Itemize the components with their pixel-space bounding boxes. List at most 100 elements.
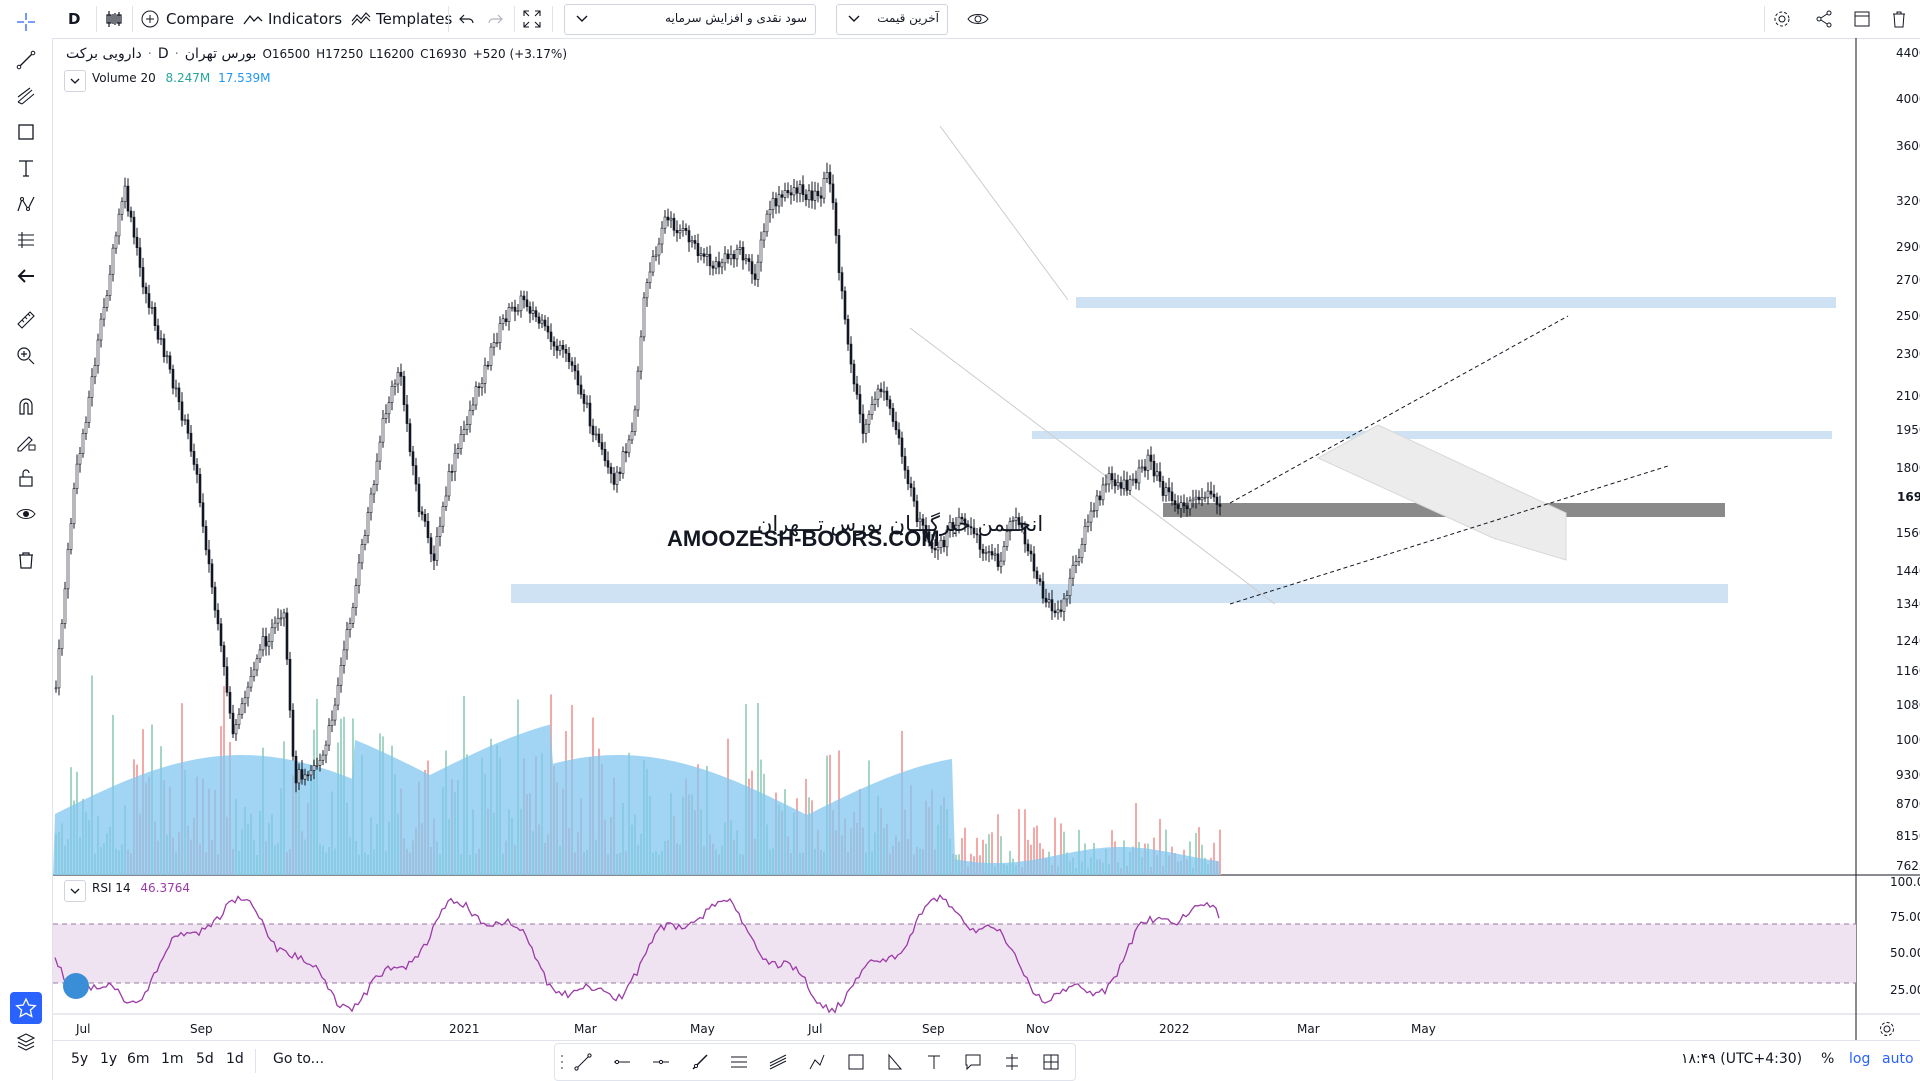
candle-body <box>570 361 574 366</box>
visibility-eye-icon[interactable] <box>12 500 40 528</box>
rectangle-icon[interactable] <box>12 118 40 146</box>
collapse-volume-button[interactable] <box>64 70 86 92</box>
candle-body <box>1038 578 1042 582</box>
candle-body <box>858 394 862 415</box>
trash-icon[interactable] <box>1890 0 1908 38</box>
candle-body <box>435 536 439 561</box>
volume-bar <box>961 838 963 875</box>
candle-body <box>336 684 340 706</box>
unlock-icon[interactable] <box>12 464 40 492</box>
candle-body <box>1176 504 1180 509</box>
clock-timezone[interactable]: ۱۸:۴۹ (UTC+4:30) <box>1681 1051 1803 1067</box>
volume-bar <box>1195 832 1197 875</box>
candle-body <box>1194 496 1198 500</box>
candle-body <box>252 669 256 677</box>
resistance-zone-upper <box>1076 297 1836 308</box>
range-5y[interactable]: 5y <box>71 1051 89 1067</box>
favorites-star-icon[interactable] <box>10 992 42 1024</box>
candle-body <box>261 636 265 651</box>
eye-icon[interactable] <box>966 0 990 38</box>
chart-settings-gear-icon[interactable] <box>1878 1020 1896 1042</box>
share-icon[interactable] <box>1814 0 1834 38</box>
layout-icon[interactable] <box>1852 0 1872 38</box>
price-source-dropdown[interactable]: آخرین قیمت <box>836 4 948 35</box>
remove-drawings-icon[interactable] <box>12 546 40 574</box>
parallel-channel-icon[interactable] <box>725 1048 753 1076</box>
compare-button[interactable]: Compare <box>140 0 234 38</box>
long-position-icon[interactable] <box>1037 1048 1065 1076</box>
range-1d[interactable]: 1d <box>226 1051 244 1067</box>
rsi-axis-label: 75.0000 <box>1890 910 1920 924</box>
candle-body <box>1047 599 1051 603</box>
callout-icon[interactable] <box>959 1048 987 1076</box>
lock-pencil-icon[interactable] <box>12 428 40 456</box>
fullscreen-icon[interactable] <box>522 0 542 38</box>
chart-type-icon[interactable] <box>104 0 124 38</box>
candle-body <box>87 397 91 423</box>
candle-body <box>510 306 514 309</box>
candle-body <box>432 553 436 561</box>
candle-body <box>636 370 640 411</box>
measure-icon[interactable] <box>998 1048 1026 1076</box>
range-5d[interactable]: 5d <box>196 1051 214 1067</box>
crosshair-icon[interactable] <box>12 8 40 36</box>
horizontal-line-icon[interactable] <box>647 1048 675 1076</box>
candle-body <box>285 612 289 660</box>
text-icon[interactable] <box>920 1048 948 1076</box>
trend-line-icon[interactable] <box>12 46 40 74</box>
candle-body <box>81 433 85 454</box>
auto-toggle[interactable]: auto <box>1882 1051 1914 1067</box>
price-axis-label: 40000 <box>1896 92 1920 106</box>
interval-button[interactable]: D <box>68 10 81 28</box>
ray-icon[interactable] <box>686 1048 714 1076</box>
pattern-icon[interactable] <box>12 190 40 218</box>
log-toggle[interactable]: log <box>1849 1051 1871 1067</box>
goto-button[interactable]: Go to... <box>273 1051 325 1067</box>
undo-icon[interactable] <box>458 0 476 38</box>
pitchfork-icon[interactable] <box>12 82 40 110</box>
ruler-icon[interactable] <box>12 306 40 334</box>
rsi-band <box>53 924 1856 983</box>
percent-toggle[interactable]: % <box>1821 1051 1835 1067</box>
candle-body <box>390 385 394 403</box>
candle-body <box>630 431 634 441</box>
tradingview-logo-icon[interactable] <box>63 973 89 999</box>
candle-body <box>69 523 73 550</box>
candle-body <box>591 425 595 436</box>
redo-icon[interactable] <box>486 0 504 38</box>
templates-label: Templates <box>376 10 453 28</box>
candle-body <box>558 344 562 351</box>
candle-body <box>420 511 424 515</box>
dividends-dropdown[interactable]: سود نقدی و افزایش سرمایه <box>564 4 816 35</box>
indicators-button[interactable]: Indicators <box>242 0 342 38</box>
path-icon[interactable] <box>803 1048 831 1076</box>
range-1y[interactable]: 1y <box>100 1051 118 1067</box>
candle-body <box>414 465 418 485</box>
zoom-in-icon[interactable] <box>12 342 40 370</box>
candle-body <box>1152 461 1156 477</box>
time-axis-label: Sep <box>190 1022 213 1036</box>
drag-handle-icon[interactable] <box>557 1048 567 1076</box>
range-1m[interactable]: 1m <box>161 1051 184 1067</box>
fib-channel-icon[interactable] <box>764 1048 792 1076</box>
volume-bar <box>1198 827 1200 875</box>
templates-button[interactable]: Templates <box>350 0 452 38</box>
trend-line-icon[interactable] <box>569 1048 597 1076</box>
magnet-icon[interactable] <box>12 392 40 420</box>
text-tool-icon[interactable] <box>12 154 40 182</box>
rectangle-icon[interactable] <box>842 1048 870 1076</box>
horizontal-ray-icon[interactable] <box>608 1048 636 1076</box>
settings-gear-icon[interactable] <box>1772 0 1792 38</box>
prediction-tool-icon[interactable] <box>12 226 40 254</box>
candle-body <box>342 649 346 666</box>
volume-bar <box>1063 831 1065 875</box>
price-axis-label: 18000 <box>1896 461 1920 475</box>
candle-body <box>744 258 748 261</box>
chart-canvas[interactable]: انجــمن خبرگـــان بورس تـــهران AMOOZESH… <box>53 38 1920 1040</box>
object-tree-icon[interactable] <box>12 1028 40 1056</box>
candle-body <box>588 402 592 427</box>
collapse-rsi-button[interactable] <box>64 880 86 902</box>
back-arrow-icon[interactable] <box>12 262 40 290</box>
range-6m[interactable]: 6m <box>127 1051 150 1067</box>
triangle-pattern-icon[interactable] <box>881 1048 909 1076</box>
